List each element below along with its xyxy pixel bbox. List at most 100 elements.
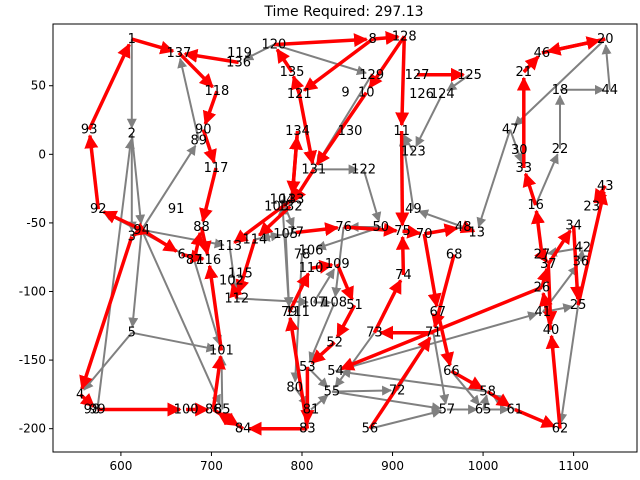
route-edge-48-13 xyxy=(459,220,476,234)
road-edge-76-108 xyxy=(331,226,345,298)
y-tick-label--50: -50 xyxy=(26,216,46,230)
node-label-130: 130 xyxy=(338,124,363,139)
node-label-137: 137 xyxy=(166,46,191,61)
node-label-103: 103 xyxy=(264,199,289,214)
node-label-121: 121 xyxy=(287,87,312,102)
node-label-52: 52 xyxy=(326,335,343,350)
route-edge-75-70 xyxy=(402,224,422,239)
node-label-54: 54 xyxy=(327,364,344,379)
road-edge-20-47 xyxy=(513,38,606,127)
node-label-91: 91 xyxy=(168,202,185,217)
road-edge-94-5 xyxy=(128,229,143,328)
node-label-48: 48 xyxy=(455,220,472,235)
node-label-46: 46 xyxy=(534,46,551,61)
node-label-50: 50 xyxy=(373,220,390,235)
node-label-72: 72 xyxy=(389,383,406,398)
road-edge-89-137 xyxy=(177,57,200,141)
road-edge-107-109 xyxy=(312,268,336,304)
route-edge-20-46 xyxy=(546,37,606,56)
route-edge-117-88 xyxy=(199,167,218,223)
node-label-116: 116 xyxy=(196,253,221,268)
route-edge-128-10 xyxy=(368,35,406,89)
y-tick-label--150: -150 xyxy=(19,353,46,367)
road-edge-53-55 xyxy=(306,366,329,389)
road-edge-58-54 xyxy=(340,368,488,393)
road-edge-81-55 xyxy=(310,394,329,411)
node-label-30: 30 xyxy=(511,143,528,158)
node-label-27: 27 xyxy=(534,248,551,263)
route-edge-10-131 xyxy=(315,91,368,166)
route-edge-52-53 xyxy=(310,341,336,365)
node-label-73: 73 xyxy=(366,326,383,341)
node-label-58: 58 xyxy=(479,385,496,400)
node-label-136: 136 xyxy=(226,55,251,70)
road-edge-94-89 xyxy=(140,144,197,231)
route-edge-1-137 xyxy=(131,37,175,55)
node-label-78: 78 xyxy=(294,248,311,263)
route-edge-66-58 xyxy=(450,369,484,391)
node-label-111: 111 xyxy=(285,305,310,320)
road-edge-79-104 xyxy=(278,204,291,313)
plot-frame xyxy=(52,23,638,453)
node-label-55: 55 xyxy=(324,385,341,400)
route-edge-133-113 xyxy=(233,198,294,245)
y-tick-label--200: -200 xyxy=(19,422,46,436)
node-label-71: 71 xyxy=(425,326,442,341)
node-label-133: 133 xyxy=(280,193,305,208)
node-label-13: 13 xyxy=(468,226,485,241)
route-edge-3-4 xyxy=(79,236,134,391)
road-edge-5-101 xyxy=(131,331,217,353)
route-edge-51-52 xyxy=(335,304,357,339)
node-label-53: 53 xyxy=(299,360,316,375)
node-label-67: 67 xyxy=(430,305,447,320)
node-label-75: 75 xyxy=(394,224,411,239)
route-edge-37-34 xyxy=(546,229,572,266)
route-edge-110-109 xyxy=(310,259,334,274)
route-edge-27-16 xyxy=(531,209,545,255)
node-label-124: 124 xyxy=(430,87,455,102)
node-label-61: 61 xyxy=(507,403,524,418)
node-label-104: 104 xyxy=(270,193,295,208)
node-label-94: 94 xyxy=(133,223,150,238)
x-tick-label-1100: 1100 xyxy=(558,459,589,473)
node-label-79: 79 xyxy=(281,305,298,320)
node-label-11: 11 xyxy=(393,124,410,139)
node-label-135: 135 xyxy=(280,65,305,80)
route-edge-136-137 xyxy=(183,48,239,65)
node-label-92: 92 xyxy=(90,202,107,217)
x-tick-label-600: 600 xyxy=(109,459,132,473)
node-label-100: 100 xyxy=(174,403,199,418)
route-edge-118-90 xyxy=(202,90,219,126)
node-label-5: 5 xyxy=(128,326,136,341)
node-label-49: 49 xyxy=(405,202,422,217)
node-label-51: 51 xyxy=(346,298,363,313)
node-label-108: 108 xyxy=(322,296,347,311)
y-tick-label-50: 50 xyxy=(31,79,46,93)
route-edge-61-62 xyxy=(514,407,556,428)
route-edge-62-40 xyxy=(545,334,562,429)
node-label-6: 6 xyxy=(177,248,185,263)
node-label-98: 98 xyxy=(84,403,101,418)
axis-ticks: 600 700 800 900 1000 1100 50 0 -50 -100 -150 -200 xyxy=(19,79,589,473)
node-label-74: 74 xyxy=(395,268,412,283)
route-edge-37-40 xyxy=(543,264,558,326)
node-label-131: 131 xyxy=(301,162,326,177)
road-edge-25-62 xyxy=(557,305,580,424)
route-edge-43-23 xyxy=(592,184,608,204)
node-label-109: 109 xyxy=(325,257,350,272)
route-edge-6-116 xyxy=(181,249,205,264)
node-label-57: 57 xyxy=(439,403,456,418)
node-label-112: 112 xyxy=(224,291,249,306)
route-edge-121-135 xyxy=(290,75,305,95)
node-label-25: 25 xyxy=(570,298,587,313)
node-label-99: 99 xyxy=(89,403,106,418)
node-label-83: 83 xyxy=(299,422,316,437)
node-label-18: 18 xyxy=(552,83,569,98)
route-edge-74-75 xyxy=(395,235,410,276)
route-edge-128-11 xyxy=(395,36,410,127)
node-label-120: 120 xyxy=(261,38,286,53)
road-edge-2-94 xyxy=(130,133,146,225)
node-label-102: 102 xyxy=(219,274,244,289)
road-edge-55-72 xyxy=(331,385,393,396)
